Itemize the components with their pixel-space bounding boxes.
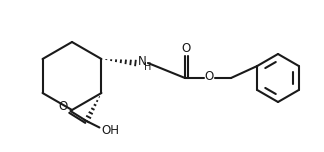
- Text: O: O: [59, 100, 68, 114]
- Text: N: N: [138, 55, 147, 68]
- Text: OH: OH: [101, 124, 120, 138]
- Text: H: H: [144, 62, 152, 71]
- Text: O: O: [204, 71, 214, 83]
- Text: O: O: [182, 43, 191, 55]
